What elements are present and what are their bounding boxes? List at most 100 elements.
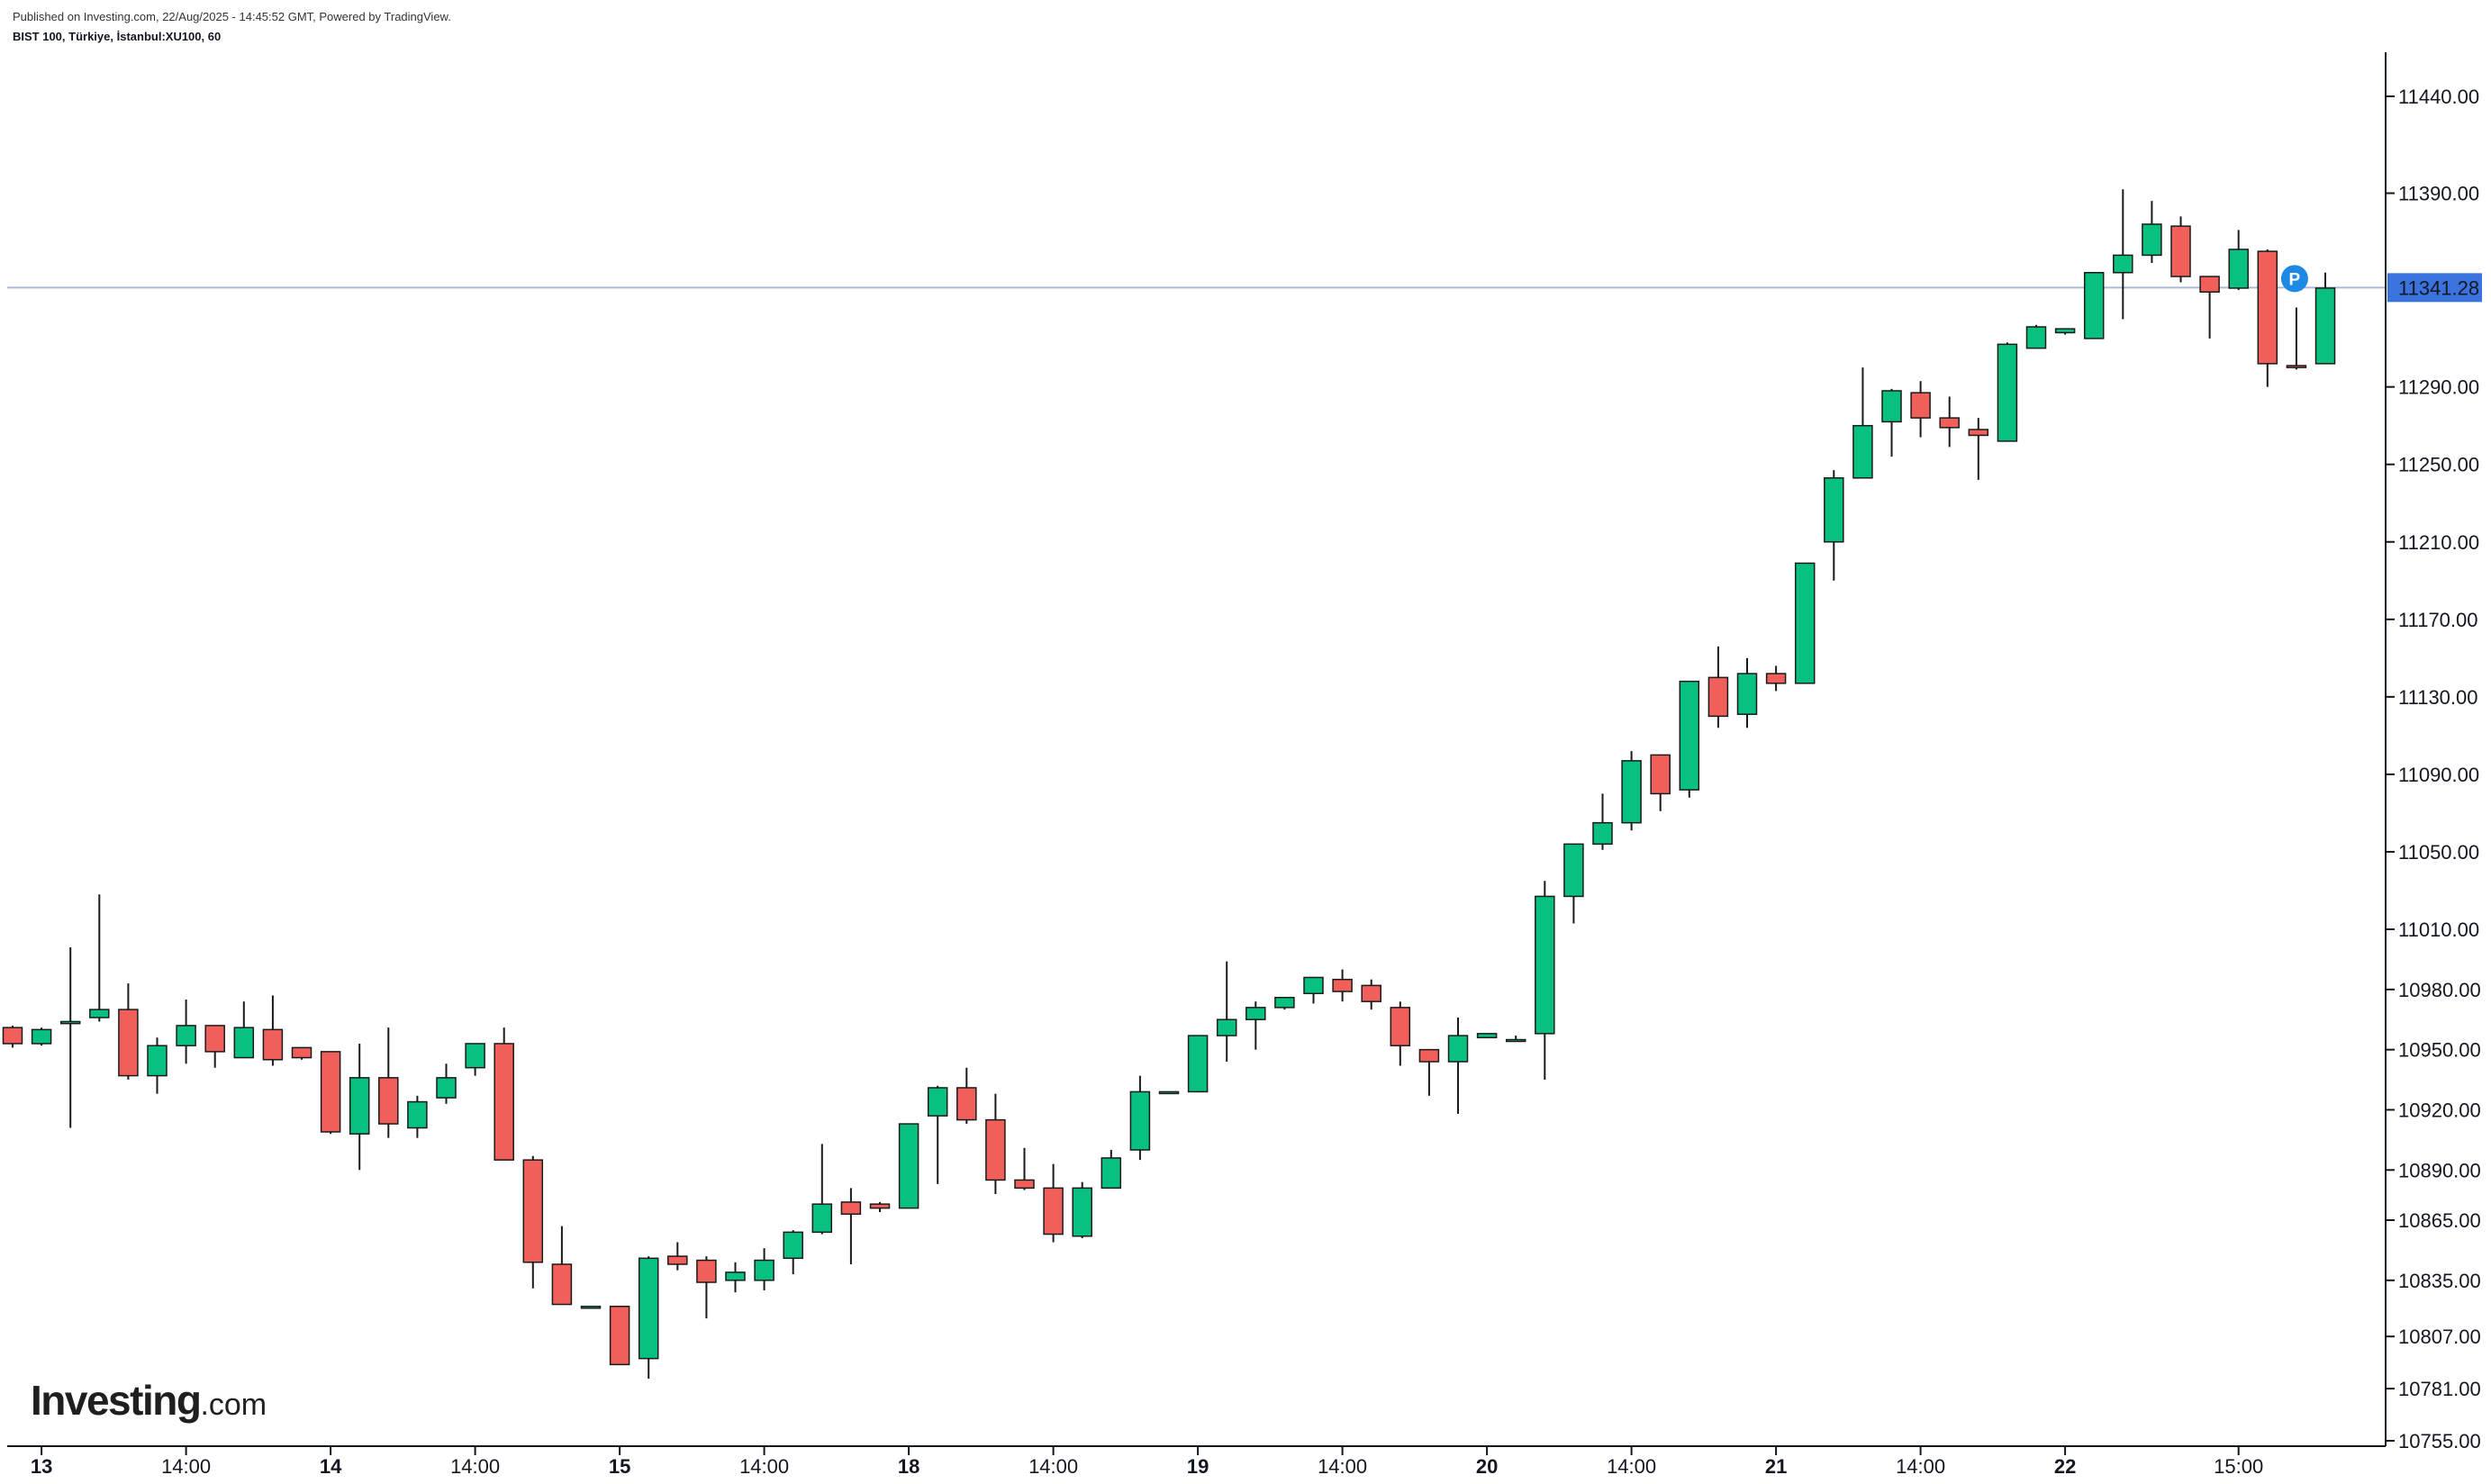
x-tick-label: 14:00 xyxy=(1607,1455,1656,1478)
candle xyxy=(31,1027,52,1046)
x-tick-label: 14:00 xyxy=(1318,1455,1367,1478)
candle-body xyxy=(1246,1007,1266,1020)
y-tick-label: 10835.00 xyxy=(2398,1270,2481,1292)
candle-body xyxy=(2025,326,2047,349)
x-tick-label: 14:00 xyxy=(1028,1455,1078,1478)
candle xyxy=(580,1306,602,1309)
marker-layer[interactable]: P xyxy=(2280,265,2308,293)
candle-body xyxy=(1968,429,1989,437)
candle xyxy=(1129,1075,1151,1161)
y-tick-label: 11130.00 xyxy=(2398,686,2478,709)
candle xyxy=(1274,996,1295,1010)
candle-body xyxy=(1852,424,1873,479)
candle-body xyxy=(1129,1090,1151,1151)
y-tick-label: 10890.00 xyxy=(2398,1159,2481,1181)
candle xyxy=(436,1063,457,1104)
candle-body xyxy=(1332,978,1353,992)
last-price-label: 11341.28 xyxy=(2398,276,2479,299)
candle-body xyxy=(1303,976,1324,995)
candle-body xyxy=(898,1123,919,1209)
event-marker-icon[interactable] xyxy=(2280,265,2308,293)
candle xyxy=(1910,381,1931,438)
candle xyxy=(1592,793,1613,850)
y-tick-label: 11050.00 xyxy=(2398,841,2479,864)
candle-body xyxy=(1824,477,1844,543)
candle-body xyxy=(2142,223,2162,257)
candle xyxy=(176,999,196,1064)
candle xyxy=(725,1262,746,1293)
candle-body xyxy=(1274,996,1295,1009)
logo-brand: Investing xyxy=(31,1377,202,1424)
candle-body xyxy=(320,1051,341,1133)
candle-body xyxy=(1765,673,1787,684)
candle-body xyxy=(840,1201,862,1216)
y-tick-label: 11290.00 xyxy=(2398,376,2479,399)
y-tick-label: 10950.00 xyxy=(2398,1039,2481,1062)
candle-body xyxy=(869,1203,891,1209)
candle xyxy=(494,1027,514,1161)
price-line-layer: 11341.28 xyxy=(7,273,2482,303)
y-tick-label: 10755.00 xyxy=(2398,1430,2481,1452)
x-tick-label: 15 xyxy=(609,1455,630,1478)
candle xyxy=(2083,272,2105,339)
candle xyxy=(1246,1001,1266,1050)
candle xyxy=(1476,1033,1498,1039)
candle xyxy=(1939,396,1960,448)
candle-body xyxy=(1187,1035,1209,1093)
candle xyxy=(1997,342,2018,442)
candle xyxy=(1216,961,1237,1063)
axes-layer: 11440.00 11390.00 11290.00 11250.00 11210.00… xyxy=(7,52,2481,1478)
candle-body xyxy=(696,1259,717,1283)
y-tick-label: 10781.00 xyxy=(2398,1378,2481,1400)
candle-body xyxy=(2054,328,2076,334)
candle-body xyxy=(725,1271,746,1281)
candle xyxy=(1072,1181,1092,1239)
candle xyxy=(1158,1090,1180,1095)
x-tick-label: 14:00 xyxy=(1896,1455,1945,1478)
candle xyxy=(956,1067,977,1125)
candle-body xyxy=(147,1045,168,1077)
candle xyxy=(2286,307,2307,370)
candle-body xyxy=(1101,1157,1122,1190)
x-tick-label: 14:00 xyxy=(739,1455,789,1478)
symbol-title: BIST 100, Türkiye, İstanbul:XU100, 60 xyxy=(13,30,222,43)
candle-body xyxy=(1621,760,1642,824)
candle xyxy=(1707,646,1729,728)
candle-body xyxy=(204,1025,225,1053)
candle xyxy=(2113,189,2133,320)
candle-body xyxy=(783,1231,803,1260)
candle-body xyxy=(1476,1033,1498,1039)
candle xyxy=(667,1242,688,1271)
published-info: Published on Investing.com, 22/Aug/2025 … xyxy=(13,10,451,23)
candle-body xyxy=(1505,1038,1526,1043)
candle xyxy=(1187,1035,1209,1093)
candle xyxy=(2314,272,2336,365)
candle xyxy=(1881,388,1902,457)
x-tick-label: 15:00 xyxy=(2214,1455,2263,1478)
event-marker-label: P xyxy=(2289,270,2301,289)
candle-body xyxy=(522,1159,544,1263)
y-tick-label: 11090.00 xyxy=(2398,764,2479,786)
candle xyxy=(1014,1147,1035,1190)
y-tick-label: 10920.00 xyxy=(2398,1099,2481,1121)
candle-body xyxy=(2228,249,2249,289)
candle xyxy=(465,1043,485,1076)
candle xyxy=(1765,665,1787,692)
candle-body xyxy=(2286,365,2307,368)
candle-body xyxy=(985,1118,1006,1181)
candle xyxy=(59,947,81,1128)
candle-body xyxy=(1158,1090,1180,1095)
candle xyxy=(378,1027,399,1138)
candle-body xyxy=(2113,254,2133,274)
candle-body xyxy=(580,1306,602,1309)
candle xyxy=(1505,1036,1526,1043)
candle xyxy=(783,1230,803,1275)
candle-body xyxy=(551,1263,573,1306)
x-tick-label: 20 xyxy=(1476,1455,1498,1478)
candle xyxy=(1794,562,1816,684)
x-tick-label: 22 xyxy=(2054,1455,2076,1478)
candle xyxy=(2199,276,2220,339)
candle xyxy=(2170,216,2191,283)
x-tick-label: 13 xyxy=(31,1455,52,1478)
